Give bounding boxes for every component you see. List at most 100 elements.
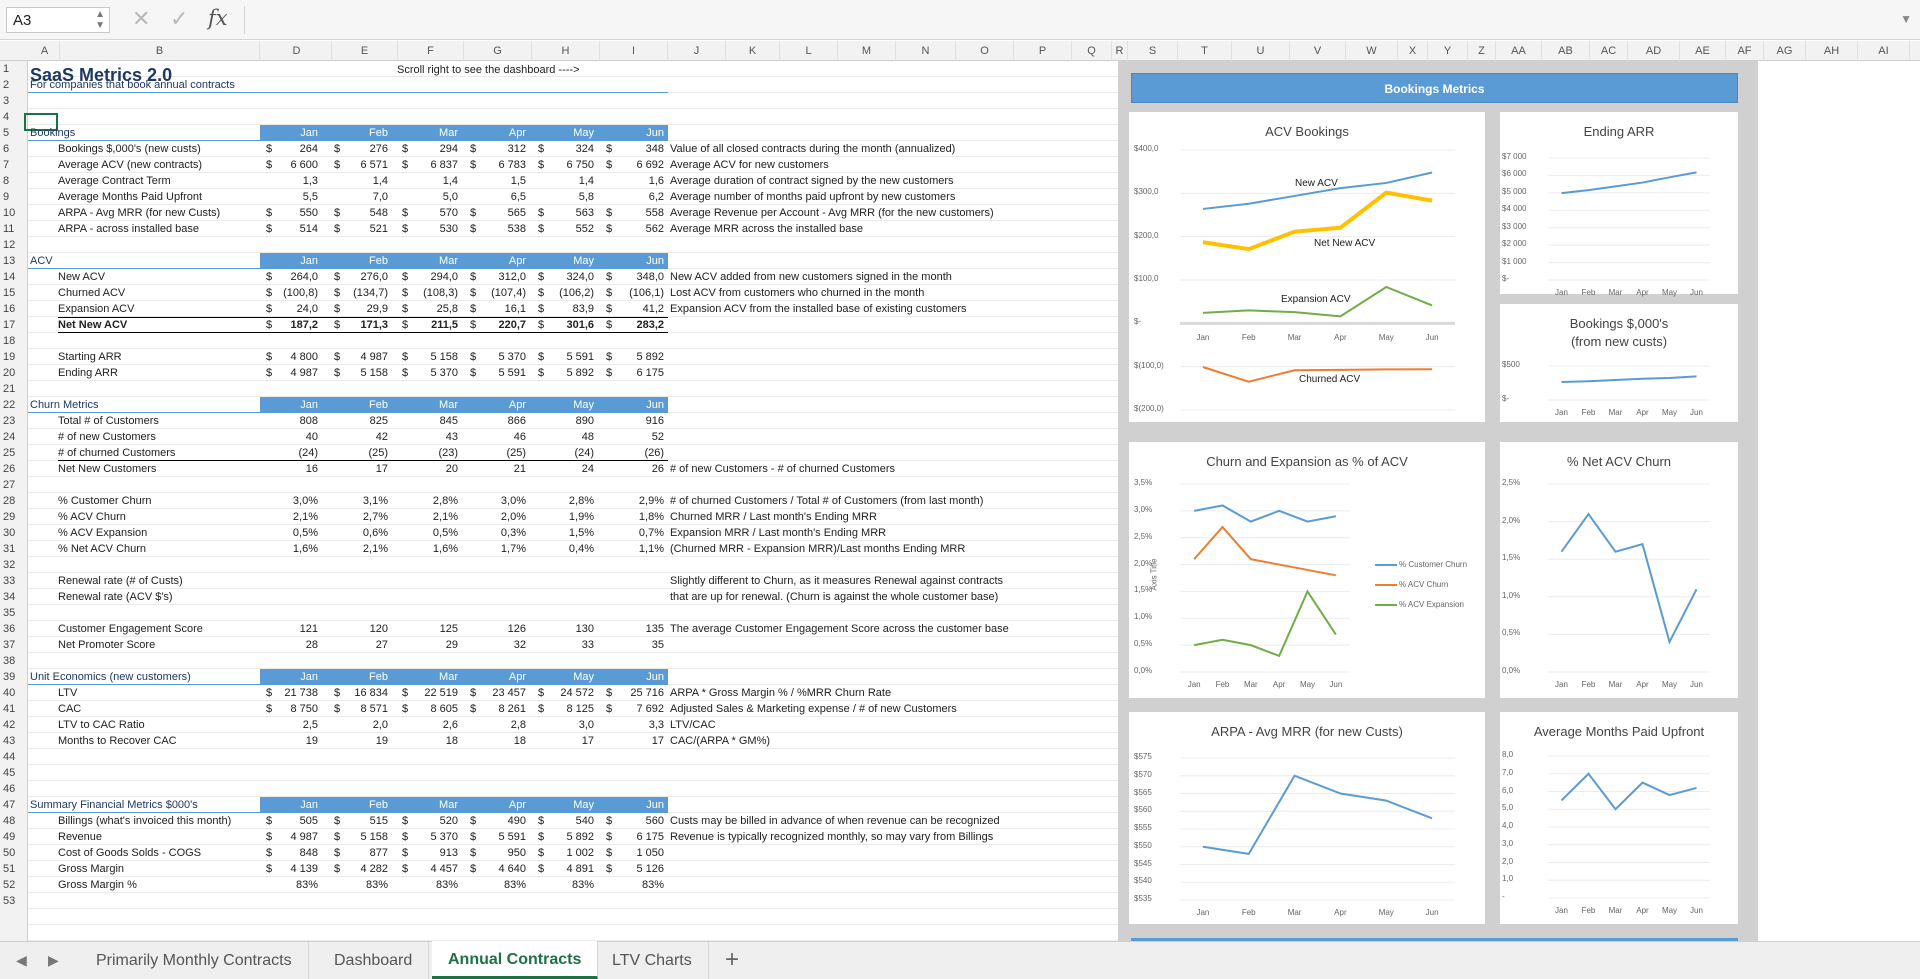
value-cell[interactable]: 505 — [299, 815, 318, 827]
column-header[interactable]: L — [780, 41, 838, 61]
row-header[interactable]: 9 — [3, 191, 10, 203]
chart-panel[interactable] — [1129, 442, 1485, 698]
value-cell[interactable]: 913 — [439, 847, 458, 859]
row-header[interactable]: 39 — [3, 671, 16, 683]
value-cell[interactable]: 848 — [299, 847, 318, 859]
row-header[interactable]: 15 — [3, 287, 16, 299]
add-sheet-button[interactable]: + — [725, 946, 740, 973]
value-cell[interactable]: 32 — [513, 639, 526, 651]
value-cell[interactable]: 264,0 — [290, 271, 318, 283]
column-header[interactable]: K — [726, 41, 780, 61]
value-cell[interactable]: 825 — [369, 415, 388, 427]
row-header[interactable]: 48 — [3, 815, 16, 827]
value-cell[interactable]: 5 892 — [566, 367, 594, 379]
value-cell[interactable] — [328, 589, 388, 605]
value-cell[interactable]: 83% — [295, 879, 318, 891]
value-cell[interactable]: 2,9% — [638, 495, 664, 507]
value-cell[interactable]: (24) — [298, 447, 318, 459]
value-cell[interactable]: 2,8% — [568, 495, 594, 507]
value-cell[interactable]: (106,2) — [559, 287, 594, 299]
value-cell[interactable]: 3,0 — [578, 719, 594, 731]
value-cell[interactable]: 490 — [507, 815, 526, 827]
column-header[interactable]: T — [1178, 41, 1232, 61]
value-cell[interactable]: 301,6 — [566, 319, 594, 331]
column-header[interactable]: N — [896, 41, 956, 61]
column-header[interactable]: G — [464, 41, 532, 61]
value-cell[interactable] — [534, 573, 594, 589]
value-cell[interactable]: 264 — [299, 143, 318, 155]
row-header[interactable]: 23 — [3, 415, 16, 427]
value-cell[interactable]: 2,0% — [500, 511, 526, 523]
value-cell[interactable]: 312,0 — [498, 271, 526, 283]
value-cell[interactable]: 24 — [581, 463, 594, 475]
value-cell[interactable]: 950 — [507, 847, 526, 859]
row-header[interactable]: 4 — [3, 111, 10, 123]
value-cell[interactable]: 52 — [651, 431, 664, 443]
column-header[interactable]: AA — [1496, 41, 1542, 61]
value-cell[interactable] — [398, 589, 458, 605]
value-cell[interactable]: 324,0 — [566, 271, 594, 283]
chart-panel[interactable] — [1500, 712, 1738, 924]
value-cell[interactable]: 24,0 — [296, 303, 318, 315]
value-cell[interactable]: 83% — [571, 879, 594, 891]
value-cell[interactable]: 8 571 — [360, 703, 388, 715]
value-cell[interactable]: 6 837 — [430, 159, 458, 171]
value-cell[interactable]: 5 370 — [498, 351, 526, 363]
prev-sheet-icon[interactable]: ◀ — [16, 952, 27, 968]
value-cell[interactable]: 26 — [651, 463, 664, 475]
value-cell[interactable]: 294,0 — [430, 271, 458, 283]
value-cell[interactable] — [466, 573, 526, 589]
value-cell[interactable]: 570 — [439, 207, 458, 219]
value-cell[interactable]: 83% — [641, 879, 664, 891]
value-cell[interactable] — [604, 589, 664, 605]
column-header[interactable]: AF — [1726, 41, 1764, 61]
value-cell[interactable]: 23 457 — [492, 687, 526, 699]
value-cell[interactable]: 7 692 — [636, 703, 664, 715]
row-header[interactable]: 45 — [3, 767, 16, 779]
row-header[interactable]: 20 — [3, 367, 16, 379]
value-cell[interactable]: 514 — [299, 223, 318, 235]
value-cell[interactable] — [398, 573, 458, 589]
value-cell[interactable]: 1,1% — [638, 543, 664, 555]
column-header[interactable]: W — [1346, 41, 1398, 61]
value-cell[interactable]: (25) — [506, 447, 526, 459]
column-header[interactable]: AH — [1806, 41, 1858, 61]
value-cell[interactable]: 43 — [445, 431, 458, 443]
value-cell[interactable]: 83% — [365, 879, 388, 891]
value-cell[interactable]: 866 — [507, 415, 526, 427]
value-cell[interactable]: 530 — [439, 223, 458, 235]
value-cell[interactable]: 877 — [369, 847, 388, 859]
value-cell[interactable]: 6 783 — [498, 159, 526, 171]
value-cell[interactable]: 5 892 — [636, 351, 664, 363]
value-cell[interactable]: 348 — [645, 143, 664, 155]
value-cell[interactable]: 348,0 — [636, 271, 664, 283]
tab-dashboard[interactable]: Dashboard — [318, 942, 430, 979]
row-header[interactable]: 53 — [3, 895, 16, 907]
column-header[interactable]: AI — [1858, 41, 1910, 61]
name-box-stepper-icon[interactable]: ▲ ▼ — [95, 9, 105, 31]
column-header[interactable]: A — [30, 41, 60, 61]
value-cell[interactable]: (100,8) — [283, 287, 318, 299]
row-header[interactable]: 34 — [3, 591, 16, 603]
value-cell[interactable]: 126 — [507, 623, 526, 635]
value-cell[interactable]: 1,7% — [500, 543, 526, 555]
value-cell[interactable]: (107,4) — [491, 287, 526, 299]
value-cell[interactable]: 17 — [581, 735, 594, 747]
row-header[interactable]: 42 — [3, 719, 16, 731]
value-cell[interactable]: 7,0 — [372, 191, 388, 203]
tab-ltv-charts[interactable]: LTV Charts — [596, 942, 709, 979]
column-header[interactable]: O — [956, 41, 1014, 61]
row-header[interactable]: 16 — [3, 303, 16, 315]
value-cell[interactable]: 211,5 — [431, 319, 458, 331]
value-cell[interactable]: (106,1) — [629, 287, 664, 299]
value-cell[interactable]: 21 738 — [284, 687, 318, 699]
row-header[interactable]: 30 — [3, 527, 16, 539]
column-header[interactable]: AC — [1590, 41, 1628, 61]
value-cell[interactable]: 16 834 — [354, 687, 388, 699]
column-header[interactable]: X — [1398, 41, 1428, 61]
name-box[interactable]: A3 ▲ ▼ — [6, 7, 110, 33]
column-header[interactable]: S — [1128, 41, 1178, 61]
value-cell[interactable]: 5 591 — [566, 351, 594, 363]
value-cell[interactable]: 540 — [575, 815, 594, 827]
value-cell[interactable]: 520 — [439, 815, 458, 827]
